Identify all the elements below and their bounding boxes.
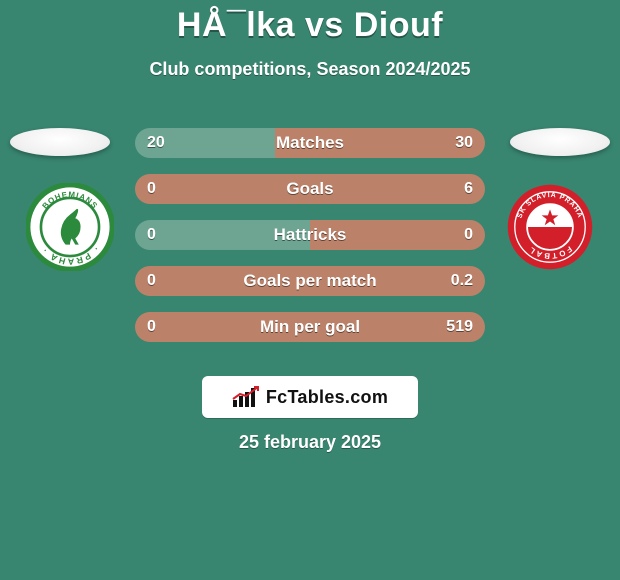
- stat-row: 00.2Goals per match: [135, 266, 485, 296]
- stat-row: 2030Matches: [135, 128, 485, 158]
- stat-row: 06Goals: [135, 174, 485, 204]
- stat-row: 00Hattricks: [135, 220, 485, 250]
- player-photo-left: [10, 128, 110, 156]
- stat-label: Goals: [135, 174, 485, 204]
- stat-row: 0519Min per goal: [135, 312, 485, 342]
- update-date: 25 february 2025: [0, 432, 620, 453]
- player-photo-right: [510, 128, 610, 156]
- stat-label: Hattricks: [135, 220, 485, 250]
- club-badge-right: SK SLAVIA PRAHA FOTBAL: [506, 183, 594, 271]
- stats-block: 2030Matches 06Goals 00Hattricks 00.2Goals p…: [135, 128, 485, 358]
- stat-label: Goals per match: [135, 266, 485, 296]
- bars-trend-icon: [232, 386, 260, 408]
- club-badge-left: BOHEMIANS · PRAHA ·: [26, 183, 114, 271]
- comparison-card: HÅ¯lka vs Diouf Club competitions, Seaso…: [0, 6, 620, 580]
- page-title: HÅ¯lka vs Diouf: [0, 6, 620, 45]
- brand-text: FcTables.com: [266, 387, 388, 408]
- stat-label: Matches: [135, 128, 485, 158]
- brand-pill: FcTables.com: [202, 376, 418, 418]
- stat-label: Min per goal: [135, 312, 485, 342]
- page-subtitle: Club competitions, Season 2024/2025: [0, 59, 620, 80]
